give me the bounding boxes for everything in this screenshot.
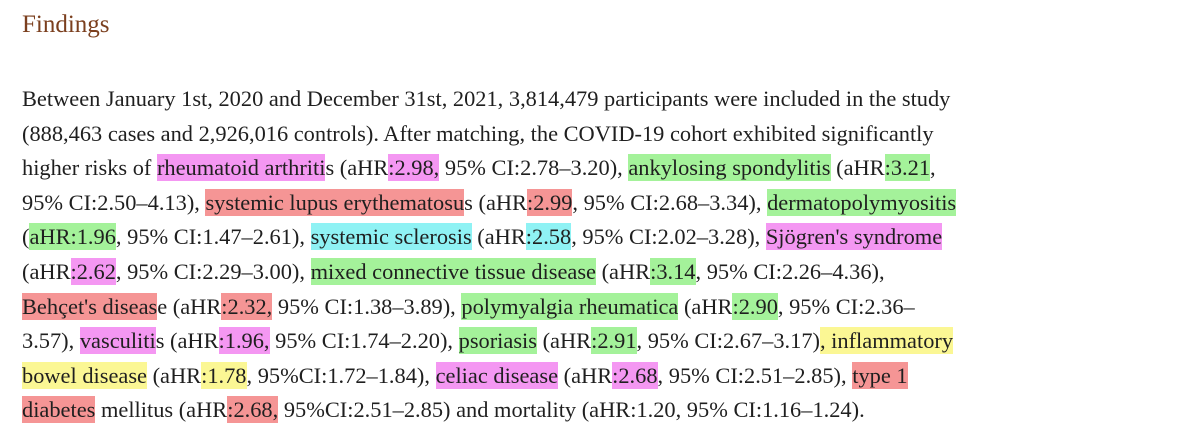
text-line: diabetes mellitus (aHR:2.68, 95%CI:2.51–…: [22, 393, 1172, 428]
highlight-magenta: Sjögren's syndrome: [765, 223, 943, 251]
highlight-magenta: :2.62: [70, 257, 116, 285]
highlight-green: :3.14: [650, 257, 696, 285]
text-line: (aHR:2.62, 95% CI:2.29–3.00), mixed conn…: [22, 255, 1172, 290]
text-run: , 95%CI:1.72–1.84),: [246, 362, 436, 388]
highlight-magenta: :2.98,: [388, 154, 440, 182]
text-run: s (aHR: [464, 189, 527, 215]
text-line: higher risks of rheumatoid arthritis (aH…: [22, 151, 1172, 186]
text-run: 95% CI:1.74–2.20),: [269, 328, 459, 354]
text-run: higher risks of: [22, 155, 157, 181]
text-run: (aHR: [537, 328, 592, 354]
text-run: (: [22, 224, 30, 250]
highlight-red: Behçet's diseas: [22, 292, 158, 320]
text-line: Between January 1st, 2020 and December 3…: [22, 82, 1172, 117]
text-run: (888,463 cases and 2,926,016 controls). …: [22, 120, 934, 146]
highlight-cyan: :2.58: [525, 223, 572, 251]
highlight-green: aHR:1.96: [29, 223, 116, 251]
highlight-magenta: :2.68: [612, 361, 658, 389]
text-run: Between January 1st, 2020 and December 3…: [22, 86, 951, 111]
text-run: , 95% CI:1.47–2.61),: [115, 224, 311, 250]
highlight-green: :2.90: [732, 292, 778, 320]
highlight-green: :3.21: [884, 154, 931, 182]
section-heading: Findings: [22, 11, 110, 38]
highlight-green: psoriasis: [458, 327, 537, 355]
findings-paragraph: Between January 1st, 2020 and December 3…: [22, 82, 1172, 428]
text-line: Behçet's disease (aHR:2.32, 95% CI:1.38–…: [22, 290, 1172, 325]
text-run: 3.57),: [22, 328, 80, 354]
text-run: s (aHR: [325, 155, 389, 181]
highlight-cyan: systemic sclerosis: [310, 223, 472, 251]
text-line: 3.57), vasculitis (aHR:1.96, 95% CI:1.74…: [22, 324, 1172, 359]
text-run: (aHR: [830, 155, 885, 181]
highlight-magenta: vasculiti: [79, 327, 156, 355]
text-run: 95% CI:1.38–3.89),: [272, 293, 462, 319]
highlight-red: :2.32,: [221, 292, 273, 320]
text-run: 95%CI:2.51–2.85) and mortality (aHR:1.20…: [278, 397, 865, 423]
text-line: 95% CI:2.50–4.13), systemic lupus erythe…: [22, 186, 1172, 221]
text-run: , 95% CI:2.29–3.00),: [115, 258, 311, 284]
highlight-magenta: celiac disease: [435, 361, 559, 389]
highlight-green: :2.91: [591, 327, 637, 355]
text-run: s (aHR: [155, 328, 219, 354]
text-line: (888,463 cases and 2,926,016 controls). …: [22, 117, 1172, 152]
text-run: 95% CI:2.78–3.20),: [439, 155, 629, 181]
highlight-yellow: bowel disease: [22, 361, 147, 389]
text-run: (aHR: [471, 224, 526, 250]
text-run: , 95% CI:2.67–3.17): [636, 328, 820, 354]
text-run: , 95% CI:2.26–4.36),: [695, 258, 885, 284]
text-run: e (aHR: [157, 293, 222, 319]
text-run: , 95% CI:2.02–3.28),: [571, 224, 766, 250]
text-line: (aHR:1.96, 95% CI:1.47–2.61), systemic s…: [22, 220, 1172, 255]
highlight-red: systemic lupus erythematosu: [205, 188, 465, 216]
highlight-green: ankylosing spondylitis: [628, 154, 831, 182]
text-line: bowel disease (aHR:1.78, 95%CI:1.72–1.84…: [22, 359, 1172, 394]
text-run: ,: [930, 155, 936, 181]
text-run: mellitus (aHR: [95, 397, 228, 423]
highlight-red: :2.68,: [227, 396, 279, 424]
text-run: , 95% CI:2.36–: [777, 293, 915, 319]
highlight-red: :2.99: [526, 188, 573, 216]
highlight-green: mixed connective tissue disease: [310, 257, 596, 285]
highlight-yellow: , inflammatory: [819, 327, 954, 355]
highlight-red: diabetes: [22, 396, 96, 424]
highlight-green: polymyalgia rheumatica: [461, 292, 679, 320]
highlight-yellow: :1.78: [201, 361, 247, 389]
text-run: (aHR: [678, 293, 733, 319]
text-run: (aHR: [558, 362, 613, 388]
text-run: (aHR: [146, 362, 202, 388]
highlight-red: type 1: [852, 361, 908, 389]
text-run: , 95% CI:2.51–2.85),: [657, 362, 853, 388]
highlight-magenta: :1.96,: [218, 327, 270, 355]
text-run: (aHR: [595, 258, 651, 284]
highlight-magenta: rheumatoid arthriti: [156, 154, 326, 182]
text-run: 95% CI:2.50–4.13),: [22, 189, 206, 215]
text-run: , 95% CI:2.68–3.34),: [572, 189, 768, 215]
text-run: (aHR: [22, 258, 71, 284]
highlight-green: dermatopolymyositis: [767, 188, 957, 216]
